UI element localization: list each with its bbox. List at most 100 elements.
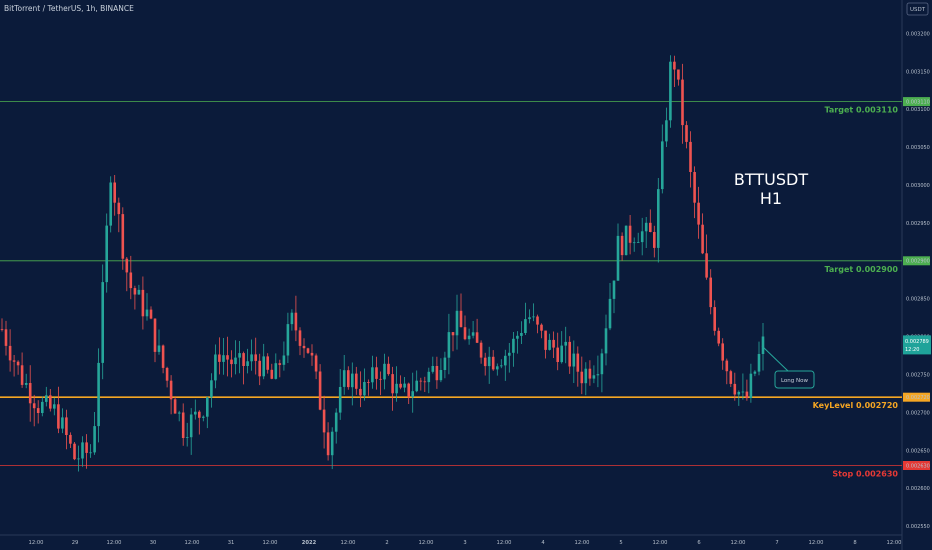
candle-body — [161, 345, 165, 368]
candle-body — [419, 380, 423, 382]
candle-body — [451, 332, 455, 336]
price-tick-label: 0.002650 — [906, 448, 930, 454]
time-tick-label: 12:00 — [731, 540, 746, 546]
candle-body — [685, 125, 688, 142]
candle-body — [351, 373, 354, 388]
candle-body — [576, 353, 580, 372]
candle-body — [391, 374, 394, 394]
time-tick-label: 8 — [853, 540, 856, 546]
candle-body — [673, 61, 676, 70]
candle-body — [153, 318, 157, 352]
last-price-countdown: 12:20 — [905, 347, 919, 353]
candle-body — [65, 417, 68, 435]
candle-body — [149, 309, 153, 319]
candle-body — [721, 343, 724, 361]
candle-body — [697, 202, 700, 225]
price-tick-label: 0.003050 — [906, 145, 930, 151]
candle-body — [435, 366, 439, 381]
level-axis-tag — [903, 97, 930, 107]
candle-body — [318, 371, 322, 410]
candle-body — [399, 383, 402, 388]
candle-body — [520, 333, 523, 336]
candle-body — [572, 353, 576, 367]
candle-body — [709, 277, 712, 308]
time-axis[interactable]: 12:00 29 12:00 30 12:00 31 12:00 2022 12:00 2 12:0… — [29, 540, 902, 546]
candle-body — [371, 367, 374, 383]
time-tick-label: 12:00 — [653, 540, 668, 546]
level-axis-tag — [903, 256, 930, 266]
candle-body — [342, 370, 346, 387]
candle-body — [395, 383, 398, 394]
candle-body — [556, 347, 559, 362]
candle-body — [338, 387, 342, 413]
candle-body — [741, 391, 745, 393]
candle-body — [242, 353, 245, 366]
time-tick-label: 31 — [228, 540, 235, 546]
price-tick-label: 0.002600 — [906, 486, 930, 492]
price-tick-label: 0.002750 — [906, 373, 930, 379]
candle-body — [206, 397, 209, 417]
candle-body — [125, 258, 129, 273]
candle-body — [443, 357, 447, 370]
time-tick-label: 12:00 — [29, 540, 44, 546]
candle-body — [632, 242, 636, 244]
candle-body — [463, 327, 467, 340]
candle-body — [544, 330, 547, 350]
candle-body — [363, 382, 366, 396]
level-axis-value: 0.002720 — [906, 395, 930, 401]
candle-body — [73, 443, 76, 460]
candle-body — [85, 442, 88, 453]
time-tick-label: 12:00 — [263, 540, 278, 546]
candle-body — [616, 235, 620, 281]
candle-body — [181, 412, 185, 438]
level-label-key: KeyLevel 0.002720 — [813, 401, 899, 410]
candle-body — [274, 363, 278, 379]
candle-body — [194, 411, 197, 415]
candle-body — [620, 235, 624, 256]
candle-body — [411, 391, 414, 398]
long-now-callout[interactable]: Long Now — [761, 345, 815, 389]
candle-body — [77, 458, 80, 460]
candle-body — [302, 345, 306, 349]
candle-body — [677, 69, 680, 80]
candle-body — [471, 332, 475, 336]
time-tick-label: 7 — [775, 540, 778, 546]
time-tick-label: 30 — [150, 540, 157, 546]
callout-label: Long Now — [781, 378, 809, 384]
candle-body — [101, 282, 104, 363]
callout-pointer — [761, 345, 789, 372]
candle-body — [0, 329, 4, 330]
candle-body — [624, 225, 628, 256]
candle-body — [69, 434, 72, 444]
candle-body — [145, 309, 149, 317]
level-lines: Target 0.003110 0.003110 Target 0.002900 0.… — [0, 97, 930, 479]
candle-body — [61, 417, 64, 429]
candle-body — [628, 225, 632, 243]
candle-body — [49, 395, 52, 409]
candle-body — [713, 307, 716, 331]
candle-body — [532, 316, 535, 318]
candle-body — [109, 182, 112, 226]
candle-body — [693, 172, 696, 203]
chart-title: BitTorrent / TetherUS, 1h, BINANCE — [4, 4, 134, 13]
last-price-tag: 0.002789 12:20 — [903, 335, 931, 355]
time-tick-label: 12:00 — [419, 540, 434, 546]
candle-body — [745, 391, 749, 399]
candle-body — [475, 332, 479, 343]
candle-body — [294, 312, 298, 331]
candle-body — [24, 383, 28, 385]
candle-body — [580, 371, 584, 384]
candle-body — [262, 356, 265, 377]
candle-body — [657, 189, 660, 248]
candle-body — [653, 232, 656, 248]
candle-body — [447, 332, 451, 358]
time-tick-label: 4 — [541, 540, 545, 546]
candle-body — [540, 324, 543, 331]
candle-body — [640, 231, 644, 243]
candle-body — [584, 368, 588, 384]
candle-body — [246, 361, 249, 366]
currency-badge[interactable]: USDT — [906, 2, 929, 16]
candle-body — [483, 357, 487, 367]
